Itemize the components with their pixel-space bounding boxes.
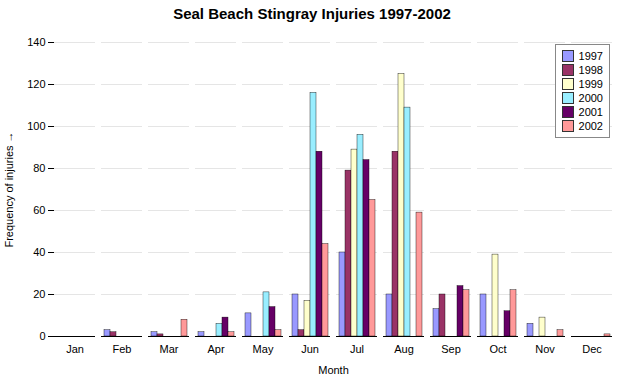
svg-text:Nov: Nov xyxy=(535,343,555,355)
svg-text:May: May xyxy=(253,343,274,355)
html-text:1998: 1998 xyxy=(578,64,603,76)
svg-text:Month: Month xyxy=(318,364,349,376)
svg-text:20: 20 xyxy=(33,288,45,300)
svg-text:Feb: Feb xyxy=(113,343,132,355)
svg-text:Sep: Sep xyxy=(441,343,461,355)
svg-text:Jul: Jul xyxy=(350,343,364,355)
svg-text:140: 140 xyxy=(27,36,45,48)
svg-text:60: 60 xyxy=(33,204,45,216)
svg-text:40: 40 xyxy=(33,246,45,258)
svg-text:120: 120 xyxy=(27,78,45,90)
svg-text:0: 0 xyxy=(39,330,45,342)
html-text:2000: 2000 xyxy=(578,92,603,104)
html-text:1997: 1997 xyxy=(578,50,603,62)
svg-text:Jan: Jan xyxy=(66,343,84,355)
svg-text:Apr: Apr xyxy=(207,343,224,355)
svg-text:100: 100 xyxy=(27,120,45,132)
html-text:2001: 2001 xyxy=(578,106,603,118)
html-text:1999: 1999 xyxy=(578,78,603,90)
svg-text:Mar: Mar xyxy=(160,343,179,355)
html-text:Seal Beach Stingray Injuries 1: Seal Beach Stingray Injuries 1997-2002 xyxy=(173,5,451,22)
svg-text:Oct: Oct xyxy=(489,343,506,355)
html-text:2002: 2002 xyxy=(578,120,603,132)
svg-text:80: 80 xyxy=(33,162,45,174)
svg-text:Aug: Aug xyxy=(394,343,414,355)
svg-text:Frequency of injuries →: Frequency of injuries → xyxy=(3,131,15,247)
svg-text:Jun: Jun xyxy=(301,343,319,355)
svg-text:Dec: Dec xyxy=(582,343,602,355)
